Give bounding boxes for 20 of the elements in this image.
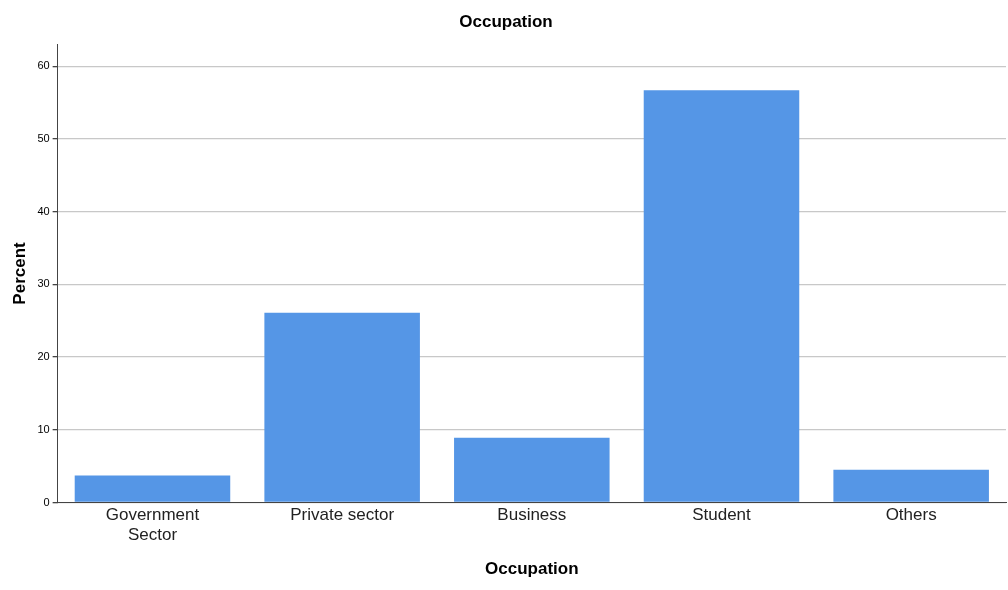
bar <box>74 475 231 502</box>
y-axis-title: Percent <box>9 241 29 305</box>
bar <box>454 437 610 502</box>
y-tick-label: 40 <box>37 204 50 217</box>
chart-title: Occupation <box>459 11 553 31</box>
y-tick-label: 50 <box>37 131 50 144</box>
y-tick-label: 0 <box>43 495 50 508</box>
y-tick-label: 60 <box>37 59 50 72</box>
x-tick-label: Private sector <box>290 504 395 524</box>
bar <box>264 312 420 502</box>
x-tick-label: Student <box>692 504 752 524</box>
bar <box>833 469 989 502</box>
x-tick-label: Others <box>885 504 937 524</box>
x-axis-title: Occupation <box>485 559 579 579</box>
bar <box>643 90 800 502</box>
y-tick-label: 20 <box>37 350 50 363</box>
x-tick-label: Business <box>497 504 567 524</box>
x-tick-label: Government Sector <box>105 504 200 544</box>
y-tick-label: 10 <box>37 422 50 435</box>
y-tick-label: 30 <box>37 277 50 290</box>
